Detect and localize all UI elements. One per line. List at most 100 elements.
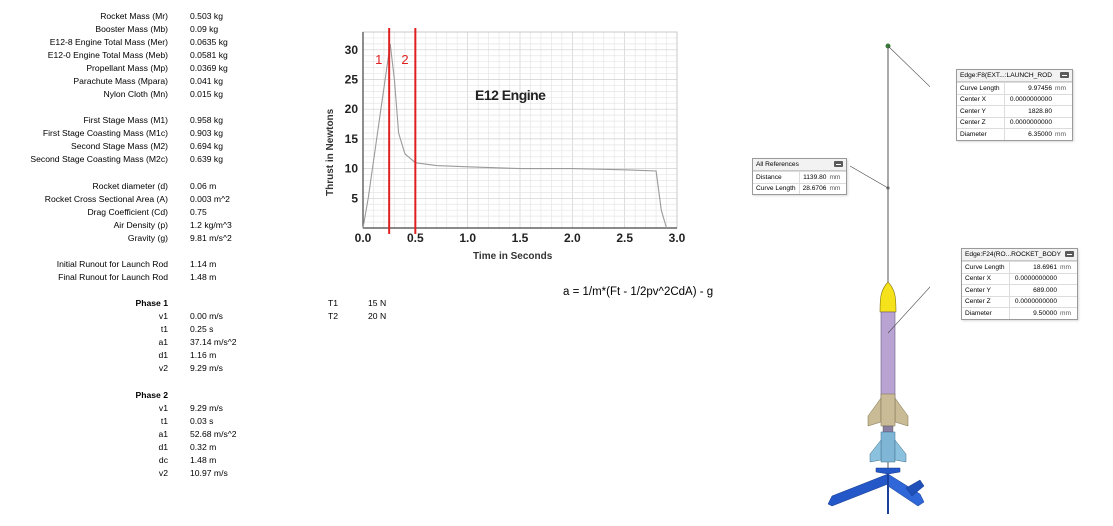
x-tick-label: 1.0 — [459, 231, 476, 245]
variable-row: E12-8 Engine Total Mass (Mer) 0.0635 kg — [0, 36, 240, 49]
minimize-icon[interactable] — [1060, 72, 1069, 78]
rocket-cad-view[interactable] — [820, 38, 930, 518]
phase2-title: Phase 2 — [135, 390, 169, 400]
x-axis-label: Time in Seconds — [473, 251, 553, 262]
panel-row: Center X 0.0000000000 — [962, 272, 1077, 285]
variable-row: Parachute Mass (Mpara) 0.041 kg — [0, 75, 240, 88]
variable-value: 1.14 m — [190, 259, 217, 269]
y-tick-label: 15 — [345, 132, 359, 146]
variable-value: 0.09 kg — [190, 24, 219, 34]
variable-row: First Stage Mass (M1) 0.958 kg — [0, 114, 240, 127]
variable-label: Rocket Mass (Mr) — [100, 11, 168, 21]
variable-value: 0.503 kg — [190, 11, 223, 21]
leader-line-references — [849, 165, 889, 189]
y-axis-label: Thrust in Newtons — [325, 108, 336, 196]
phase1-row: a1 37.14 m/s^2 — [0, 336, 240, 349]
x-tick-label: 2.5 — [616, 231, 633, 245]
phase-value: 10.97 m/s — [190, 468, 228, 478]
x-tick-label: 3.0 — [669, 231, 686, 245]
variable-value: 0.0635 kg — [190, 37, 228, 47]
phase-label: a1 — [158, 429, 168, 439]
phase1-row: v1 0.00 m/s — [0, 310, 240, 323]
phase-value: 0.32 m — [190, 442, 217, 452]
variable-row: E12-0 Engine Total Mass (Meb) 0.0581 kg — [0, 49, 240, 62]
phase-label: v1 — [158, 403, 168, 413]
phase-value: 52.68 m/s^2 — [190, 429, 237, 439]
phase-label: dc — [158, 455, 168, 465]
sustainer-fin-left — [867, 397, 882, 427]
phase-marker-label: 2 — [401, 52, 408, 67]
variable-value: 0.75 — [190, 207, 207, 217]
phase2-row: t1 0.03 s — [0, 415, 240, 428]
variable-value: 0.903 kg — [190, 128, 223, 138]
phase2-row: v1 9.29 m/s — [0, 402, 240, 415]
stand-top — [875, 467, 901, 475]
phase2-row: dc 1.48 m — [0, 454, 240, 467]
panel-row: Center Z 0.0000000000 — [962, 295, 1077, 308]
thrust-value: 15 N — [368, 298, 387, 308]
minimize-icon[interactable] — [834, 161, 843, 167]
variable-value: 0.06 m — [190, 181, 217, 191]
y-tick-label: 30 — [345, 43, 359, 57]
variable-label: Rocket diameter (d) — [92, 181, 168, 191]
phase2-row: d1 0.32 m — [0, 441, 240, 454]
y-tick-label: 25 — [345, 73, 359, 87]
phase-label: d1 — [158, 350, 168, 360]
phase-label: v2 — [158, 468, 168, 478]
phase-value: 1.48 m — [190, 455, 217, 465]
panel-row: Diameter 6.35000 mm — [957, 128, 1072, 140]
panel-row: Distance 1139.80 mm — [753, 171, 847, 183]
phase-label: t1 — [160, 416, 168, 426]
phase-value: 37.14 m/s^2 — [190, 337, 237, 347]
booster-body — [880, 431, 896, 463]
variable-row: Rocket Cross Sectional Area (A) 0.003 m^… — [0, 193, 240, 206]
variable-row: Rocket Mass (Mr) 0.503 kg — [0, 10, 240, 23]
x-tick-label: 1.5 — [512, 231, 529, 245]
leader-line-launch-rod — [887, 45, 930, 88]
rocket-body-edge-panel[interactable]: Edge:F24(RO...ROCKET_BODY Curve Length 18… — [961, 248, 1078, 320]
panel-row: Center X 0.0000000000 — [957, 93, 1072, 106]
phase-value: 0.00 m/s — [190, 311, 223, 321]
variable-label: Second Stage Mass (M2) — [71, 141, 168, 151]
launch-rod-edge-panel[interactable]: Edge:F8(EXT...:LAUNCH_ROD Curve Length 9.… — [956, 69, 1073, 141]
variable-row: First Stage Coasting Mass (M1c) 0.903 kg — [0, 127, 240, 140]
chart-grid — [363, 32, 677, 228]
variable-label: Nylon Cloth (Mn) — [103, 89, 168, 99]
variable-label: Gravity (g) — [127, 233, 168, 243]
variable-row: Propellant Mass (Mp) 0.0369 kg — [0, 62, 240, 75]
variable-value: 1.48 m — [190, 272, 217, 282]
y-tick-label: 20 — [345, 102, 359, 116]
panel-row: Diameter 9.50000 mm — [962, 307, 1077, 319]
nose-cone — [879, 281, 897, 313]
x-tick-label: 0.5 — [407, 231, 424, 245]
phase1-title: Phase 1 — [135, 298, 169, 308]
phase1-row: v2 9.29 m/s — [0, 362, 240, 375]
thrust-label: T2 — [328, 311, 339, 321]
references-panel[interactable]: All References Distance 1139.80 mm Curve L… — [752, 158, 847, 195]
leader-line-rocket-body — [887, 286, 930, 334]
y-tick-label: 5 — [351, 191, 358, 205]
rocket-body-panel-header: Edge:F24(RO...ROCKET_BODY — [962, 249, 1077, 261]
variable-label: Initial Runout for Launch Rod — [56, 259, 168, 269]
variable-value: 0.694 kg — [190, 141, 223, 151]
phase-label: a1 — [158, 337, 168, 347]
panel-row: Center Y 1828.80 — [957, 105, 1072, 117]
interstage — [882, 425, 894, 433]
phase-label: v2 — [158, 363, 168, 373]
variable-row: Rocket diameter (d) 0.06 m — [0, 180, 240, 193]
phase1-row: d1 1.16 m — [0, 349, 240, 362]
booster-fin-right — [894, 439, 907, 463]
variable-value: 0.958 kg — [190, 115, 223, 125]
variable-row: Gravity (g) 9.81 m/s^2 — [0, 232, 240, 245]
variable-row: Second Stage Mass (M2) 0.694 kg — [0, 140, 240, 153]
phase-value: 0.25 s — [190, 324, 214, 334]
x-tick-label: 2.0 — [564, 231, 581, 245]
variable-label: E12-8 Engine Total Mass (Mer) — [49, 37, 168, 47]
minimize-icon[interactable] — [1065, 251, 1074, 257]
variable-row: Drag Coefficient (Cd) 0.75 — [0, 206, 240, 219]
phase-value: 9.29 m/s — [190, 363, 223, 373]
phase-label: d1 — [158, 442, 168, 452]
variable-value: 9.81 m/s^2 — [190, 233, 232, 243]
phase-label: t1 — [160, 324, 168, 334]
variable-label: E12-0 Engine Total Mass (Meb) — [47, 50, 168, 60]
